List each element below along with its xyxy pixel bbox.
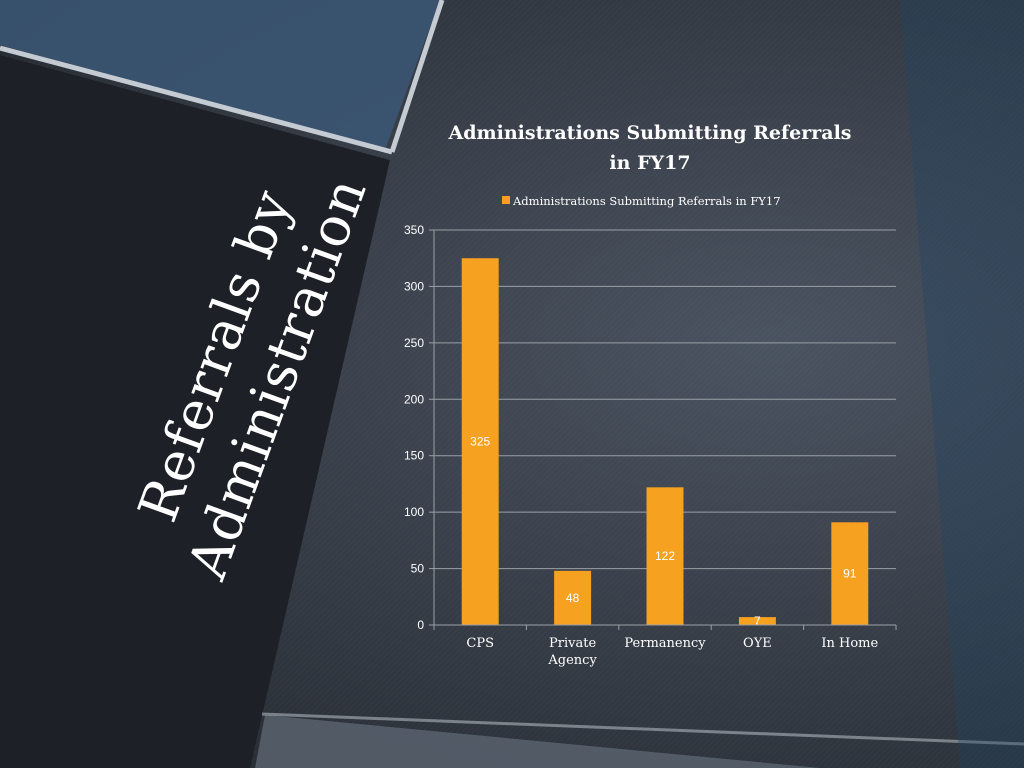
category-label: Permanency: [624, 636, 706, 651]
x-axis-categories: CPS Private Agency Permanency OYE In Home: [433, 625, 897, 668]
data-label: 48: [566, 591, 580, 605]
panel-edge-diagonal: [389, 0, 445, 153]
bottom-panel-edge: [261, 712, 1024, 746]
y-tick-label: 0: [417, 618, 424, 632]
bar: [554, 570, 592, 625]
bar: [831, 522, 869, 625]
top-left-panel: [0, 0, 440, 150]
data-label: 7: [754, 614, 761, 628]
y-tick-label: 250: [404, 336, 424, 350]
panel-edge-top: [0, 45, 393, 155]
axes: [433, 230, 896, 626]
y-axis-ticks: 0 50 100 150 200 250 300 350: [404, 223, 434, 632]
bar: [738, 617, 776, 625]
bar: [646, 487, 684, 625]
category-label: Private Agency: [547, 636, 597, 668]
legend-label: Administrations Submitting Referrals in …: [512, 194, 781, 208]
bottom-panel: [255, 715, 820, 768]
left-dark-panel: [0, 55, 390, 768]
right-panel: [900, 0, 1024, 768]
chart-legend: Administrations Submitting Referrals in …: [502, 194, 781, 208]
category-label: OYE: [743, 636, 772, 651]
y-tick-label: 100: [404, 505, 424, 519]
legend-swatch: [502, 196, 510, 204]
bar: [461, 258, 499, 625]
data-labels: 325 48 122 7 91: [470, 435, 857, 628]
bars: [461, 258, 869, 625]
category-label: In Home: [821, 636, 878, 651]
y-tick-label: 350: [404, 223, 424, 237]
y-tick-label: 150: [404, 449, 424, 463]
data-label: 325: [470, 435, 490, 449]
chart-title: Administrations Submitting Referrals in …: [448, 122, 852, 174]
y-tick-label: 300: [404, 279, 424, 293]
y-tick-label: 50: [411, 562, 425, 576]
data-label: 91: [843, 567, 857, 581]
data-label: 122: [655, 549, 675, 563]
y-tick-label: 200: [404, 392, 424, 406]
category-label: CPS: [466, 636, 494, 651]
